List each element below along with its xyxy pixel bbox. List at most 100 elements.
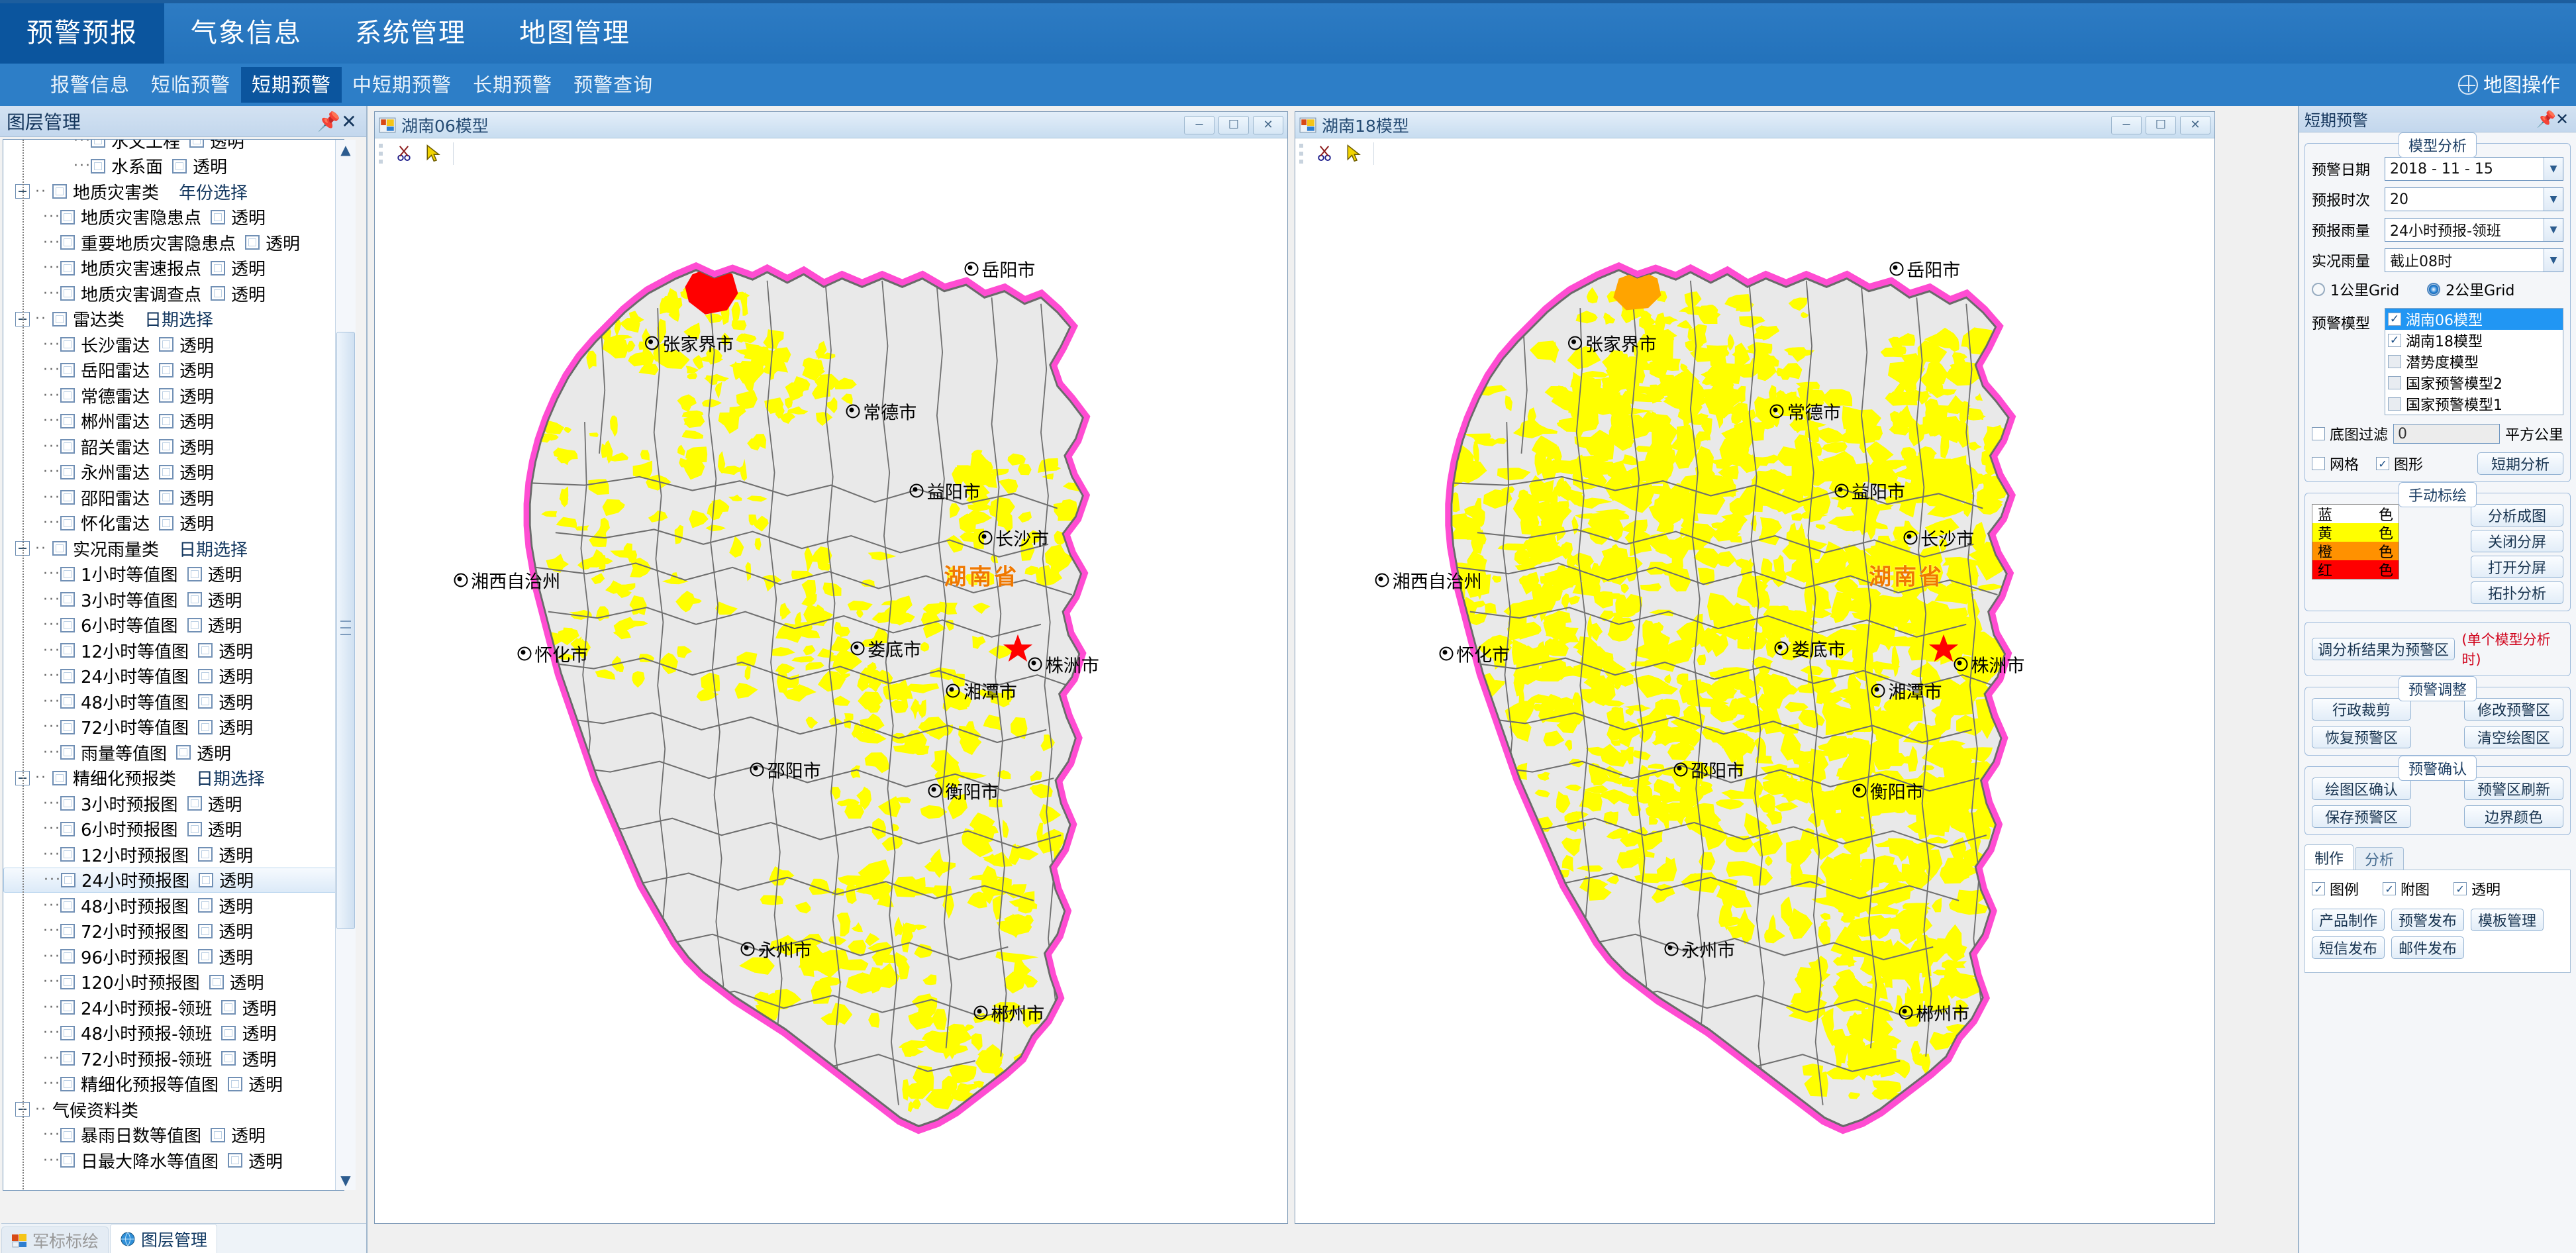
close-icon[interactable]: ✕ <box>2180 115 2210 134</box>
layer-tree-row[interactable]: ···· 24小时等值图 透明 <box>3 664 344 689</box>
sub-menu-item-5[interactable]: 预警查询 <box>573 74 654 96</box>
layer-checkbox[interactable] <box>60 464 75 479</box>
transparent-checkbox[interactable] <box>159 413 174 428</box>
model-checkbox[interactable] <box>2388 355 2401 368</box>
layer-checkbox[interactable] <box>60 592 75 607</box>
transparent-checkbox[interactable] <box>159 388 174 403</box>
layer-checkbox[interactable] <box>60 439 75 454</box>
layer-tree-row[interactable]: ···· 郴州雷达 透明 <box>3 409 344 434</box>
layer-tree-row[interactable]: ···· 地质灾害速报点 透明 <box>3 256 344 281</box>
field-combobox[interactable]: 截止08时 ▼ <box>2385 248 2563 272</box>
layer-panel-tab-0[interactable]: 军标标绘 <box>1 1227 109 1253</box>
color-row-3[interactable]: 红色 <box>2312 560 2399 579</box>
layer-tree-row[interactable]: ···· 48小时预报图 透明 <box>3 893 344 919</box>
layer-tree-row[interactable]: ·· 雷达类 日期选择 <box>3 307 344 332</box>
layer-checkbox[interactable] <box>60 719 75 734</box>
layer-checkbox[interactable] <box>52 184 67 199</box>
layer-checkbox[interactable] <box>60 1000 75 1015</box>
transparent-checkbox[interactable] <box>221 1000 236 1015</box>
color-row-2[interactable]: 橙色 <box>2312 542 2399 561</box>
layer-tree-row[interactable]: ···· 邵阳雷达 透明 <box>3 485 344 511</box>
layer-tree-row[interactable]: ···· 精细化预报等值图 透明 <box>3 1072 344 1097</box>
layer-checkbox[interactable] <box>60 1076 75 1091</box>
transparent-checkbox[interactable] <box>189 140 205 148</box>
close-icon[interactable]: ✕ <box>341 110 357 132</box>
transparent-checkbox[interactable] <box>198 949 213 964</box>
transparent-checkbox[interactable] <box>187 821 202 836</box>
layer-tree-row[interactable]: ·· 实况雨量类 日期选择 <box>3 536 344 562</box>
model-checkbox[interactable]: ✓ <box>2388 313 2401 326</box>
layer-tree-row[interactable]: ···· 72小时预报-领班 透明 <box>3 1046 344 1072</box>
scroll-down-arrow[interactable]: ▼ <box>340 1172 351 1188</box>
transparent-checkbox[interactable] <box>187 566 202 581</box>
transparent-checkbox[interactable] <box>209 974 224 989</box>
transparent-checkbox[interactable] <box>221 1051 236 1066</box>
transparent-checkbox[interactable] <box>211 1127 226 1142</box>
layer-checkbox[interactable] <box>60 362 75 377</box>
border-color-button[interactable]: 边界颜色 <box>2464 805 2563 828</box>
layer-tree-row[interactable]: ···· 暴雨日数等值图 透明 <box>3 1123 344 1148</box>
main-menu-item-2[interactable]: 系统管理 <box>355 18 466 48</box>
confirm-draw-zone-button[interactable]: 绘图区确认 <box>2312 777 2411 800</box>
manual-plot-button-0[interactable]: 分析成图 <box>2471 504 2563 526</box>
model-checkbox[interactable]: ✓ <box>2388 334 2401 347</box>
transparent-checkbox[interactable] <box>211 260 226 276</box>
sub-menu-item-3[interactable]: 中短期预警 <box>352 74 452 96</box>
transparent-checkbox[interactable] <box>211 286 226 301</box>
scroll-up-arrow[interactable]: ▲ <box>340 142 351 158</box>
layer-checkbox[interactable] <box>60 413 75 428</box>
convert-to-warning-zone-button[interactable]: 调分析结果为预警区 <box>2312 638 2455 660</box>
layer-checkbox[interactable] <box>60 668 75 683</box>
layer-tree-row[interactable]: ·· 精细化预报类 日期选择 <box>3 766 344 791</box>
area-input[interactable]: 0 <box>2393 424 2500 444</box>
layer-tree-row[interactable]: ···· 12小时等值图 透明 <box>3 638 344 664</box>
close-icon[interactable]: ✕ <box>2555 109 2569 128</box>
layer-checkbox[interactable] <box>60 566 75 581</box>
layer-checkbox[interactable] <box>60 821 75 836</box>
layer-checkbox[interactable] <box>60 286 75 301</box>
layer-checkbox[interactable] <box>60 1127 75 1142</box>
radio-2km[interactable] <box>2427 283 2441 296</box>
transparent-checkbox[interactable] <box>211 209 226 225</box>
map-operations-button[interactable]: 地图操作 <box>2457 64 2560 106</box>
field-combobox[interactable]: 20 ▼ <box>2385 187 2563 211</box>
layer-tree-row[interactable]: ···· 3小时等值图 透明 <box>3 587 344 613</box>
scrollbar-thumb[interactable] <box>336 332 355 929</box>
arrow-select-icon[interactable] <box>419 140 448 167</box>
clear-draw-zone-button[interactable]: 清空绘图区 <box>2464 726 2563 748</box>
layer-checkbox[interactable] <box>60 1153 75 1168</box>
main-menu-item-3[interactable]: 地图管理 <box>519 18 630 48</box>
layer-tree-row[interactable]: ···· 3小时预报图 透明 <box>3 791 344 817</box>
layer-checkbox[interactable] <box>60 847 75 862</box>
layer-tree-row[interactable]: ···· 72小时预报图 透明 <box>3 919 344 944</box>
layer-tree-row[interactable]: ···· 永州雷达 透明 <box>3 460 344 485</box>
layer-checkbox[interactable] <box>60 898 75 913</box>
layer-checkbox[interactable] <box>60 209 75 225</box>
layer-checkbox[interactable] <box>60 796 75 811</box>
layer-tree-row[interactable]: ···· 48小时等值图 透明 <box>3 689 344 715</box>
right-panel-tab-1[interactable]: 分析 <box>2355 847 2404 870</box>
restore-warning-zone-button[interactable]: 恢复预警区 <box>2312 726 2411 748</box>
layer-tree-row[interactable]: ···· 常德雷达 透明 <box>3 383 344 409</box>
administrative-clip-button[interactable]: 行政裁剪 <box>2312 698 2411 721</box>
manual-plot-button-2[interactable]: 打开分屏 <box>2471 556 2563 578</box>
transparent-checkbox[interactable] <box>199 872 214 887</box>
main-menu-item-1[interactable]: 气象信息 <box>191 18 302 48</box>
map-canvas-right[interactable]: 岳阳市 张家界市 常德市 益阳市 湘西自治州 长沙市 娄底市 株洲市 湘潭市 怀化市 邵阳市 衡阳市永… <box>1295 169 2214 1223</box>
layer-tree-row[interactable]: ···· 6小时预报图 透明 <box>3 817 344 842</box>
layer-tree-row[interactable]: ···· 重要地质灾害隐患点 透明 <box>3 230 344 256</box>
chevron-down-icon[interactable]: ▼ <box>2544 249 2563 272</box>
map-window-left[interactable]: 湖南06模型 ─ ☐ ✕ <box>374 111 1288 1224</box>
layer-checkbox[interactable] <box>60 1025 75 1040</box>
transparent-checkbox[interactable] <box>198 923 213 938</box>
layer-checkbox[interactable] <box>60 1051 75 1066</box>
layer-tree-row[interactable]: ···· 48小时预报-领班 透明 <box>3 1021 344 1046</box>
short-term-analysis-button[interactable]: 短期分析 <box>2477 452 2563 475</box>
model-list-item-2[interactable]: 潜势度模型 <box>2385 351 2563 372</box>
layer-checkbox[interactable] <box>60 949 75 964</box>
transparent-checkbox[interactable] <box>245 235 260 250</box>
layer-checkbox[interactable] <box>52 770 67 785</box>
scissors-icon[interactable] <box>1310 140 1339 167</box>
color-row-0[interactable]: 蓝色 <box>2312 505 2399 524</box>
sub-menu-item-1[interactable]: 短临预警 <box>151 74 231 96</box>
